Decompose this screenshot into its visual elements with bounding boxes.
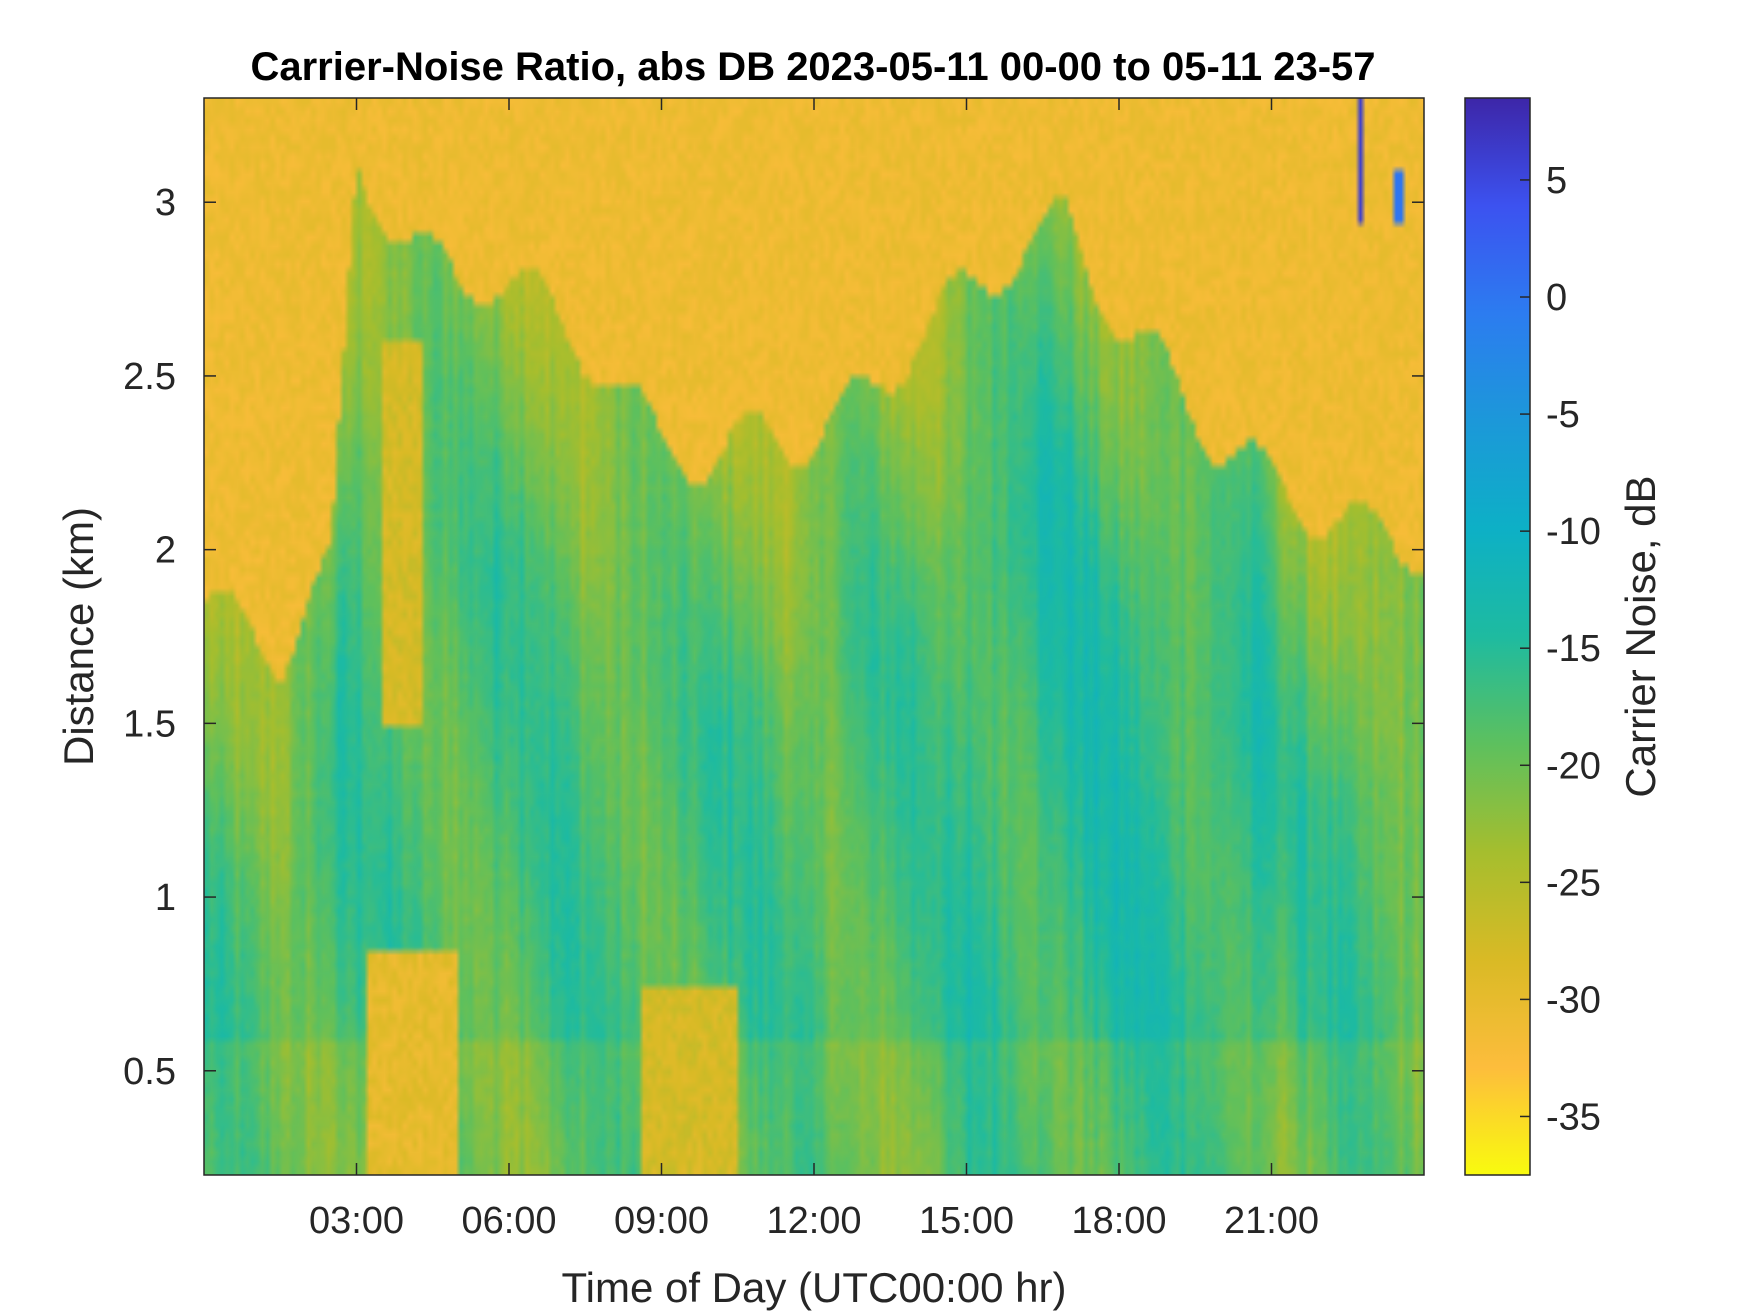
colorbar-tick-label: -30 bbox=[1546, 979, 1601, 1021]
colorbar-tick-label: 0 bbox=[1546, 277, 1567, 319]
y-tick-label: 3 bbox=[155, 182, 176, 224]
y-tick-label: 2.5 bbox=[123, 356, 176, 398]
y-tick-label: 0.5 bbox=[123, 1051, 176, 1093]
x-axis: 03:00 06:00 09:00 12:00 15:00 18:00 21:00 bbox=[309, 98, 1319, 1242]
y-tick-label: 1.5 bbox=[123, 703, 176, 745]
x-tick-label: 15:00 bbox=[919, 1200, 1014, 1242]
colorbar-tick-label: -35 bbox=[1546, 1096, 1601, 1138]
colorbar-tick-label: 5 bbox=[1546, 160, 1567, 202]
y-tick-label: 1 bbox=[155, 877, 176, 919]
heatmap-image bbox=[204, 98, 1424, 1175]
chart-title: Carrier-Noise Ratio, abs DB 2023-05-11 0… bbox=[250, 45, 1375, 89]
colorbar-tick-label: -10 bbox=[1546, 511, 1601, 553]
y-axis: 0.5 1 1.5 2 2.5 3 bbox=[123, 182, 1424, 1093]
x-tick-label: 06:00 bbox=[461, 1200, 556, 1242]
x-tick-label: 21:00 bbox=[1224, 1200, 1319, 1242]
colorbar-tick-label: -15 bbox=[1546, 628, 1601, 670]
y-tick-label: 2 bbox=[155, 530, 176, 572]
colorbar-axis: 5 0 -5 -10 -15 -20 -25 -30 -35 bbox=[1520, 160, 1601, 1138]
y-axis-label: Distance (km) bbox=[55, 507, 102, 766]
colorbar bbox=[1464, 97, 1531, 1176]
x-axis-label: Time of Day (UTC00:00 hr) bbox=[562, 1264, 1067, 1311]
heatmap bbox=[204, 98, 1424, 1175]
colorbar-tick-label: -20 bbox=[1546, 745, 1601, 787]
x-tick-label: 03:00 bbox=[309, 1200, 404, 1242]
colorbar-label: Carrier Noise, dB bbox=[1617, 475, 1664, 797]
x-tick-label: 12:00 bbox=[766, 1200, 861, 1242]
colorbar-tick-label: -25 bbox=[1546, 862, 1601, 904]
x-tick-label: 18:00 bbox=[1071, 1200, 1166, 1242]
colorbar-tick-label: -5 bbox=[1546, 394, 1580, 436]
x-tick-label: 09:00 bbox=[614, 1200, 709, 1242]
